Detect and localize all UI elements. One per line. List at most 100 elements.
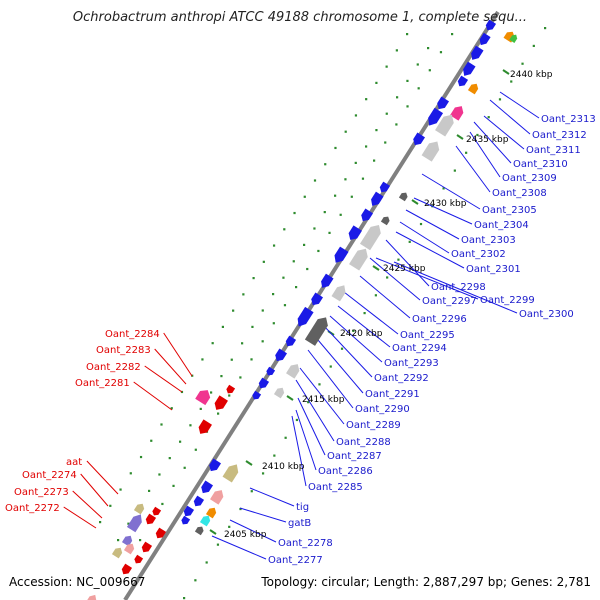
scale-dot bbox=[216, 543, 220, 546]
label-leader bbox=[297, 397, 326, 456]
scale-dot bbox=[250, 358, 253, 361]
accession-label: Accession: bbox=[9, 575, 73, 589]
gene-arrow bbox=[297, 306, 314, 327]
gene-label: Oant_2296 bbox=[412, 314, 467, 325]
scale-dot bbox=[465, 151, 468, 154]
gene-arrow bbox=[371, 191, 384, 206]
gene-arrow bbox=[193, 495, 205, 507]
gene-label: Oant_2291 bbox=[365, 389, 420, 400]
gene-arrow bbox=[348, 225, 362, 240]
gene-label: Oant_2289 bbox=[346, 420, 401, 431]
gene-features bbox=[85, 19, 518, 600]
scale-dot bbox=[416, 63, 419, 66]
gene-label: Oant_2309 bbox=[502, 173, 557, 184]
gene-label: Oant_2284 bbox=[105, 329, 160, 340]
label-leader bbox=[72, 490, 103, 519]
gene-label: tig bbox=[296, 502, 309, 513]
gene-label: Oant_2278 bbox=[278, 538, 333, 549]
gene-label: Oant_2285 bbox=[308, 482, 363, 493]
label-leader bbox=[375, 257, 479, 300]
gene-label: Oant_2313 bbox=[541, 114, 596, 125]
scale-dot bbox=[273, 454, 276, 457]
accession-line: Accession: NC_009667 bbox=[9, 575, 145, 589]
kbp-label: 2405 kbp bbox=[224, 530, 267, 540]
gene-label: Oant_2304 bbox=[474, 220, 529, 231]
gene-arrow bbox=[194, 526, 204, 536]
scale-dot bbox=[168, 457, 171, 460]
label-leader bbox=[211, 535, 267, 560]
scale-dot bbox=[373, 159, 376, 162]
scale-dot bbox=[385, 65, 388, 68]
scale-dot bbox=[284, 436, 287, 439]
gene-arrow bbox=[214, 395, 228, 410]
scale-dot bbox=[354, 114, 358, 117]
scale-dot bbox=[194, 579, 197, 582]
label-leader bbox=[483, 115, 525, 150]
gene-arrow bbox=[126, 514, 142, 533]
scale-dot bbox=[228, 525, 231, 528]
label-leader bbox=[317, 339, 364, 394]
scale-dot bbox=[283, 228, 286, 231]
label-leader bbox=[399, 221, 450, 254]
gene-arrow bbox=[199, 515, 211, 527]
scale-dot bbox=[406, 105, 409, 108]
gene-arrow bbox=[361, 208, 374, 222]
scale-dot bbox=[451, 33, 454, 36]
scale-dot bbox=[127, 522, 130, 525]
scale-dot bbox=[252, 277, 255, 280]
scale-dot bbox=[385, 112, 388, 115]
scale-dot bbox=[148, 489, 151, 492]
accession-value: NC_009667 bbox=[76, 575, 146, 589]
scale-dot bbox=[170, 407, 173, 410]
kbp-tick bbox=[245, 460, 253, 466]
label-leader bbox=[473, 121, 512, 164]
gene-label: Oant_2273 bbox=[14, 487, 69, 498]
scale-dot bbox=[340, 347, 344, 350]
label-leader-lines bbox=[63, 91, 540, 560]
scale-dot bbox=[406, 33, 409, 36]
label-leader bbox=[469, 131, 501, 178]
kbp-label: 2425 kbp bbox=[383, 264, 426, 274]
gene-label: Oant_2310 bbox=[513, 159, 568, 170]
scale-dot bbox=[139, 539, 142, 542]
gene-label: Oant_2283 bbox=[96, 345, 151, 356]
scale-dot bbox=[303, 243, 306, 246]
gene-arrow bbox=[286, 364, 300, 379]
scale-dot bbox=[365, 98, 368, 101]
scale-dot bbox=[109, 504, 112, 507]
scale-dot bbox=[119, 488, 122, 491]
scale-dot bbox=[272, 293, 275, 296]
gene-arrow bbox=[331, 285, 346, 302]
scale-dot bbox=[439, 51, 443, 54]
scale-dot bbox=[283, 304, 287, 307]
scale-dot bbox=[189, 424, 192, 427]
gene-label: Oant_2300 bbox=[519, 309, 574, 320]
gene-arrow bbox=[266, 366, 276, 376]
gene-arrow bbox=[226, 384, 236, 394]
scale-dot bbox=[453, 169, 456, 172]
label-leader bbox=[63, 506, 97, 529]
gene-arrow bbox=[413, 132, 426, 146]
scale-dot bbox=[295, 286, 298, 289]
scale-dot bbox=[354, 161, 357, 164]
scale-dot bbox=[328, 231, 331, 234]
scale-dot bbox=[183, 597, 186, 600]
gene-arrow bbox=[134, 554, 144, 564]
kbp-label: 2420 kbp bbox=[340, 329, 383, 339]
gene-arrow bbox=[467, 83, 479, 95]
scale-dot bbox=[317, 249, 320, 253]
gene-labels: Oant_2313 Oant_2312 Oant_2311 Oant_2310 Oant… bbox=[5, 114, 596, 566]
scale-dot bbox=[313, 179, 317, 182]
gene-label: Oant_2305 bbox=[482, 205, 537, 216]
scale-dot bbox=[239, 507, 242, 511]
scale-dot bbox=[150, 439, 153, 442]
scale-dot bbox=[344, 130, 347, 133]
label-leader bbox=[393, 261, 518, 314]
scale-dot bbox=[395, 49, 398, 52]
gene-label: gatB bbox=[288, 518, 311, 529]
gene-arrow bbox=[479, 32, 491, 46]
label-leader bbox=[421, 173, 481, 210]
gene-label: Oant_2295 bbox=[400, 330, 455, 341]
label-leader bbox=[86, 460, 119, 495]
gene-arrow bbox=[463, 61, 476, 76]
